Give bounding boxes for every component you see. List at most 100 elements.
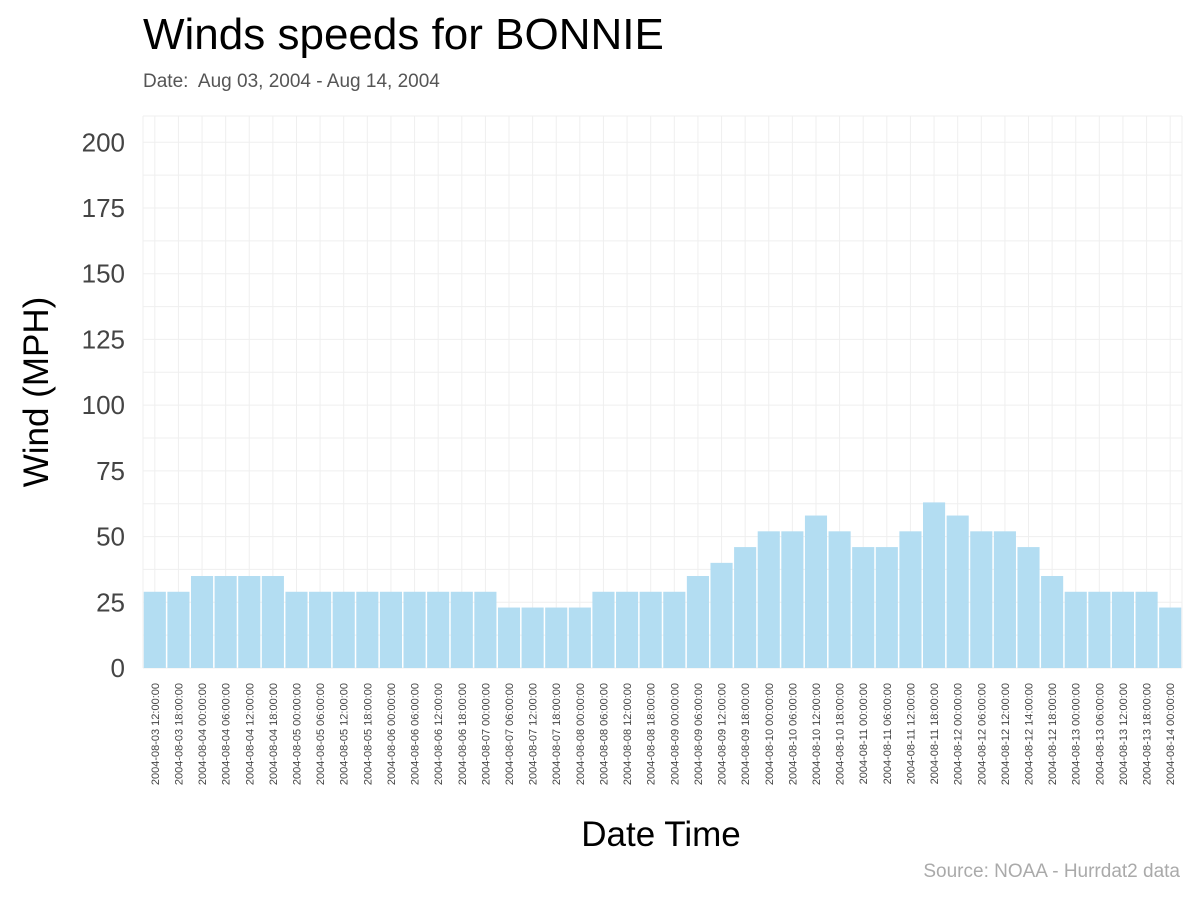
bar [190, 576, 214, 668]
bar [356, 591, 379, 668]
x-tick-label: 2004-08-13 18:00:00 [1142, 683, 1154, 785]
x-tick-label: 2004-08-06 12:00:00 [433, 683, 445, 785]
x-tick-label: 2004-08-04 00:00:00 [197, 683, 209, 785]
bar [309, 591, 332, 668]
x-tick-label: 2004-08-12 12:00:00 [1000, 683, 1012, 785]
x-tick-label: 2004-08-05 12:00:00 [339, 683, 351, 785]
x-tick-label: 2004-08-12 00:00:00 [953, 683, 965, 785]
bars [143, 502, 1182, 668]
x-tick-label: 2004-08-07 06:00:00 [504, 683, 516, 785]
x-axis-label: Date Time [581, 815, 741, 854]
x-tick-label: 2004-08-07 00:00:00 [480, 683, 492, 785]
bar [757, 531, 780, 668]
x-tick-label: 2004-08-09 12:00:00 [717, 683, 729, 785]
y-tick-label: 25 [96, 587, 125, 617]
bar [663, 591, 686, 668]
y-tick-label: 0 [111, 653, 125, 683]
bar [427, 591, 450, 668]
bar [285, 591, 308, 668]
x-tick-label: 2004-08-04 06:00:00 [221, 683, 233, 785]
bar [734, 547, 757, 668]
x-tick-label: 2004-08-13 00:00:00 [1071, 683, 1083, 785]
x-tick-label: 2004-08-11 12:00:00 [905, 683, 917, 784]
bar [450, 591, 473, 668]
bar [1111, 591, 1135, 668]
x-tick-label: 2004-08-06 06:00:00 [410, 683, 422, 785]
x-tick-label: 2004-08-11 00:00:00 [858, 683, 870, 784]
chart-title: Winds speeds for BONNIE [143, 10, 664, 59]
bar [993, 531, 1016, 668]
bar [143, 591, 166, 668]
x-tick-label: 2004-08-13 12:00:00 [1118, 683, 1130, 785]
bar [403, 591, 426, 668]
bar [1017, 547, 1040, 668]
bar [875, 547, 898, 668]
bar [639, 591, 662, 668]
x-tick-label: 2004-08-03 12:00:00 [150, 683, 162, 785]
x-tick-label: 2004-08-10 12:00:00 [811, 683, 823, 785]
bar [1159, 607, 1182, 668]
y-tick-label: 125 [82, 324, 125, 354]
bar [474, 591, 497, 668]
bar [781, 531, 804, 668]
x-tick-label: 2004-08-04 18:00:00 [268, 683, 280, 785]
bar [1064, 591, 1087, 668]
bar [1041, 576, 1064, 668]
x-tick-label: 2004-08-12 18:00:00 [1047, 683, 1059, 785]
x-tick-label: 2004-08-05 18:00:00 [362, 683, 374, 785]
bar [332, 591, 355, 668]
y-tick-label: 175 [82, 193, 125, 223]
y-tick-label: 75 [96, 456, 125, 486]
bar [804, 515, 828, 668]
x-tick-labels: 2004-08-03 12:00:00 2004-08-03 18:00:00 20… [150, 683, 1177, 785]
x-tick-label: 2004-08-06 00:00:00 [386, 683, 398, 785]
x-tick-label: 2004-08-08 18:00:00 [646, 683, 658, 785]
x-tick-label: 2004-08-09 00:00:00 [669, 683, 681, 785]
x-tick-label: 2004-08-10 18:00:00 [835, 683, 847, 785]
bar [1135, 591, 1158, 668]
x-tick-label: 2004-08-12 06:00:00 [976, 683, 988, 785]
x-tick-label: 2004-08-04 12:00:00 [244, 683, 256, 785]
y-tick-label: 100 [82, 390, 125, 420]
bar [1088, 591, 1111, 668]
x-tick-label: 2004-08-09 06:00:00 [693, 683, 705, 785]
bar [379, 591, 402, 668]
x-tick-label: 2004-08-07 12:00:00 [528, 683, 540, 785]
chart-caption: Source: NOAA - Hurrdat2 data [923, 861, 1180, 882]
y-axis-label: Wind (MPH) [17, 297, 56, 488]
bar [828, 531, 851, 668]
x-tick-label: 2004-08-11 18:00:00 [929, 683, 941, 784]
bar [852, 547, 875, 668]
x-tick-label: 2004-08-08 06:00:00 [598, 683, 610, 785]
bar [592, 591, 615, 668]
y-tick-label: 200 [82, 127, 125, 157]
bar [923, 502, 946, 668]
x-tick-label: 2004-08-05 06:00:00 [315, 683, 327, 785]
y-tick-label: 150 [82, 259, 125, 289]
bar [970, 531, 993, 668]
x-tick-label: 2004-08-06 18:00:00 [457, 683, 469, 785]
bar [261, 576, 284, 668]
bar [497, 607, 521, 668]
x-tick-label: 2004-08-08 12:00:00 [622, 683, 634, 785]
x-tick-label: 2004-08-13 06:00:00 [1094, 683, 1106, 785]
bar [167, 591, 190, 668]
bar [238, 576, 261, 668]
x-tick-label: 2004-08-14 00:00:00 [1165, 683, 1177, 785]
bar [214, 576, 237, 668]
y-tick-label: 50 [96, 522, 125, 552]
x-tick-label: 2004-08-12 14:00:00 [1024, 683, 1036, 785]
x-tick-label: 2004-08-11 06:00:00 [882, 683, 894, 784]
bar [686, 576, 709, 668]
bar [899, 531, 922, 668]
chart-subtitle: Date: Aug 03, 2004 - Aug 14, 2004 [143, 71, 440, 92]
bar [568, 607, 591, 668]
x-tick-label: 2004-08-07 18:00:00 [551, 683, 563, 785]
x-tick-label: 2004-08-10 06:00:00 [787, 683, 799, 785]
x-tick-label: 2004-08-08 00:00:00 [575, 683, 587, 785]
bar [616, 591, 639, 668]
y-tick-labels: 0 25 50 75 100 125 150 175 200 [82, 127, 125, 683]
x-tick-label: 2004-08-05 00:00:00 [291, 683, 303, 785]
x-tick-label: 2004-08-10 00:00:00 [764, 683, 776, 785]
